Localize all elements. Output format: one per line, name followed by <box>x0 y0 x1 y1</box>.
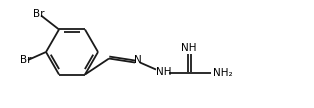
Text: NH₂: NH₂ <box>213 68 233 78</box>
Text: Br: Br <box>33 10 45 19</box>
Text: N: N <box>134 55 142 64</box>
Text: Br: Br <box>20 55 31 65</box>
Text: NH: NH <box>181 43 197 52</box>
Text: NH: NH <box>156 67 172 76</box>
